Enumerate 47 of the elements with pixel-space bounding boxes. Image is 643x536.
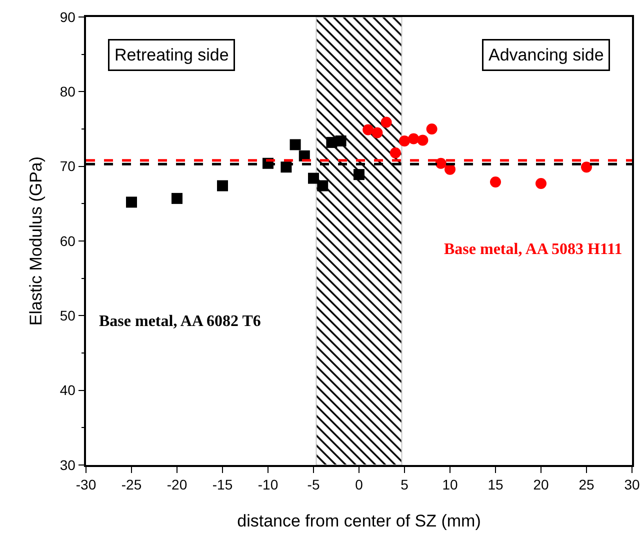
point	[335, 135, 346, 146]
y-axis-title: Elastic Modulus (GPa)	[26, 156, 46, 326]
point	[490, 176, 501, 188]
x-tick-label: -30	[76, 476, 96, 493]
y-tick-label: 50	[60, 308, 76, 324]
point	[444, 164, 456, 175]
y-tick-label: 30	[60, 456, 76, 473]
ref-line-label: Base metal, AA 5083 H111	[444, 241, 622, 258]
x-tick-label: 5	[400, 476, 409, 493]
y-tick-label: 90	[60, 8, 76, 25]
x-axis-title: distance from center of SZ (mm)	[237, 512, 481, 530]
y-tick-label: 80	[60, 84, 76, 100]
point	[408, 133, 420, 144]
x-tick-label: -5	[307, 476, 320, 493]
annotation: Retreating side	[114, 46, 229, 64]
point	[390, 147, 401, 158]
x-tick-label: -15	[212, 476, 233, 493]
annotation: Advancing side	[488, 46, 604, 64]
x-tick-label: -25	[121, 476, 142, 493]
point	[581, 162, 592, 173]
point	[536, 178, 546, 190]
point	[417, 134, 428, 146]
point	[426, 124, 438, 134]
x-tick-label: -10	[258, 476, 278, 493]
point	[380, 116, 392, 128]
x-tick-label: 30	[624, 476, 640, 493]
y-tick-label: 60	[60, 232, 76, 249]
point	[362, 124, 374, 136]
x-tick-label: 10	[442, 476, 458, 493]
point	[290, 139, 301, 150]
point	[172, 192, 182, 204]
y-tick-label: 40	[60, 382, 76, 398]
point	[308, 172, 319, 184]
point	[354, 169, 364, 180]
point	[126, 196, 137, 208]
ref-line-label: Base metal, AA 6082 T6	[99, 313, 261, 330]
point	[317, 180, 328, 192]
point	[435, 158, 446, 169]
point	[399, 135, 410, 146]
x-tick-label: 25	[578, 476, 594, 493]
point	[217, 180, 228, 192]
y-tick-label: 70	[60, 158, 76, 174]
x-tick-label: 20	[533, 476, 549, 493]
x-tick-label: -20	[166, 476, 188, 493]
x-tick-label: 15	[488, 476, 504, 493]
x-tick-label: 0	[355, 476, 364, 493]
point	[372, 127, 383, 138]
